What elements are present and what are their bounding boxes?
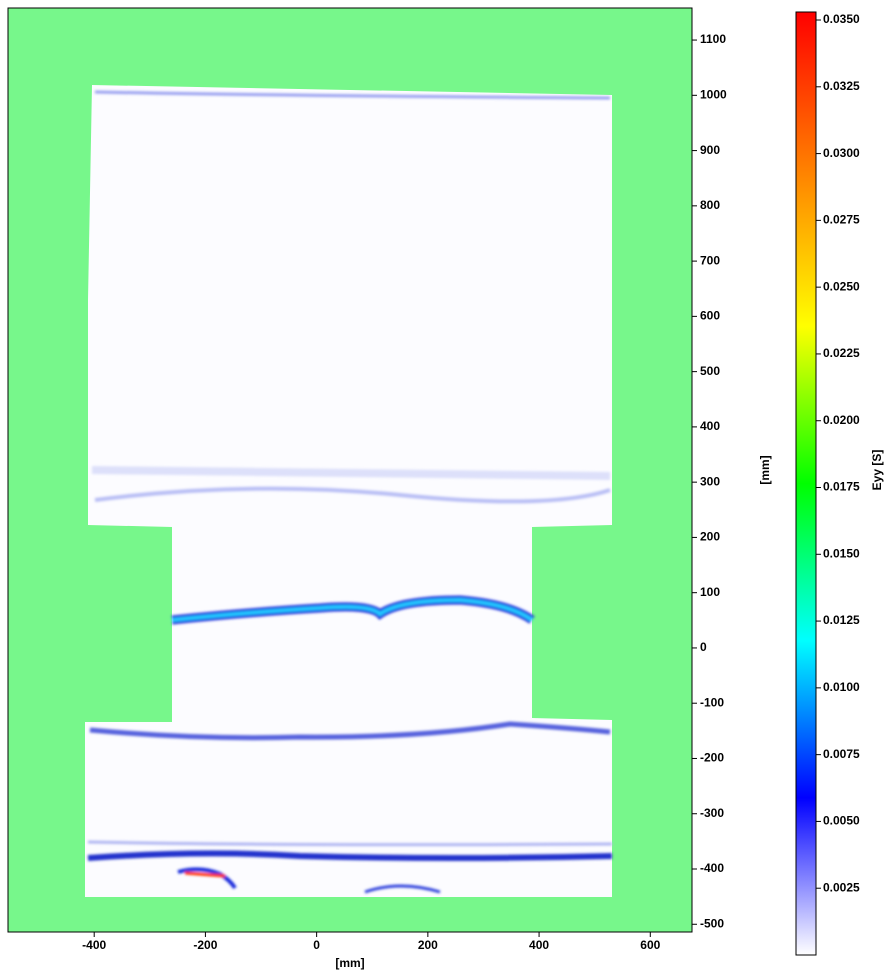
y-tick-label: 300 (700, 474, 720, 488)
y-tick-label: 0 (700, 640, 707, 654)
colorbar-tick-label: 0.0350 (823, 12, 860, 26)
x-tick-label: 600 (640, 938, 660, 952)
colorbar-tick-label: 0.0150 (823, 546, 860, 560)
colorbar-tick-label: 0.0125 (823, 613, 860, 627)
x-tick-label: 200 (418, 938, 438, 952)
y-tick-label: 500 (700, 364, 720, 378)
y-tick-label: 800 (700, 198, 720, 212)
y-tick-label: 600 (700, 309, 720, 323)
colorbar-tick-label: 0.0100 (823, 680, 860, 694)
colorbar-tick-label: 0.0275 (823, 213, 860, 227)
colorbar-tick-label: 0.0050 (823, 814, 860, 828)
colorbar-tick-label: 0.0200 (823, 413, 860, 427)
y-tick-label: -300 (700, 806, 724, 820)
y-tick-label: 1100 (700, 32, 726, 46)
colorbar-tick-label: 0.0025 (823, 880, 860, 894)
y-tick-label: -100 (700, 695, 724, 709)
x-tick-label: 400 (529, 938, 549, 952)
colorbar-label: Eyy [S] (870, 450, 884, 491)
colorbar-tick-label: 0.0075 (823, 747, 860, 761)
y-tick-label: 200 (700, 530, 720, 544)
x-tick-label: -200 (193, 938, 217, 952)
strain-pattern (87, 90, 613, 894)
colorbar (795, 11, 817, 956)
x-axis-label: [mm] (335, 956, 364, 970)
colorbar-tick-label: 0.0325 (823, 79, 860, 93)
y-tick-label: -400 (700, 861, 724, 875)
y-tick-label: -200 (700, 751, 724, 765)
y-tick-label: -500 (700, 916, 724, 930)
colorbar-tick-label: 0.0300 (823, 146, 860, 160)
x-tick-label: -400 (82, 938, 106, 952)
y-tick-label: 1000 (700, 87, 727, 101)
colorbar-tick-label: 0.0250 (823, 279, 860, 293)
y-tick-label: 900 (700, 143, 720, 157)
y-tick-label: 400 (700, 419, 720, 433)
y-axis-label: [mm] (758, 455, 772, 484)
x-tick-label: 0 (313, 938, 320, 952)
y-tick-label: 700 (700, 253, 720, 267)
colorbar-tick-label: 0.0175 (823, 480, 860, 494)
y-tick-label: 100 (700, 585, 720, 599)
colorbar-tick-label: 0.0225 (823, 346, 860, 360)
